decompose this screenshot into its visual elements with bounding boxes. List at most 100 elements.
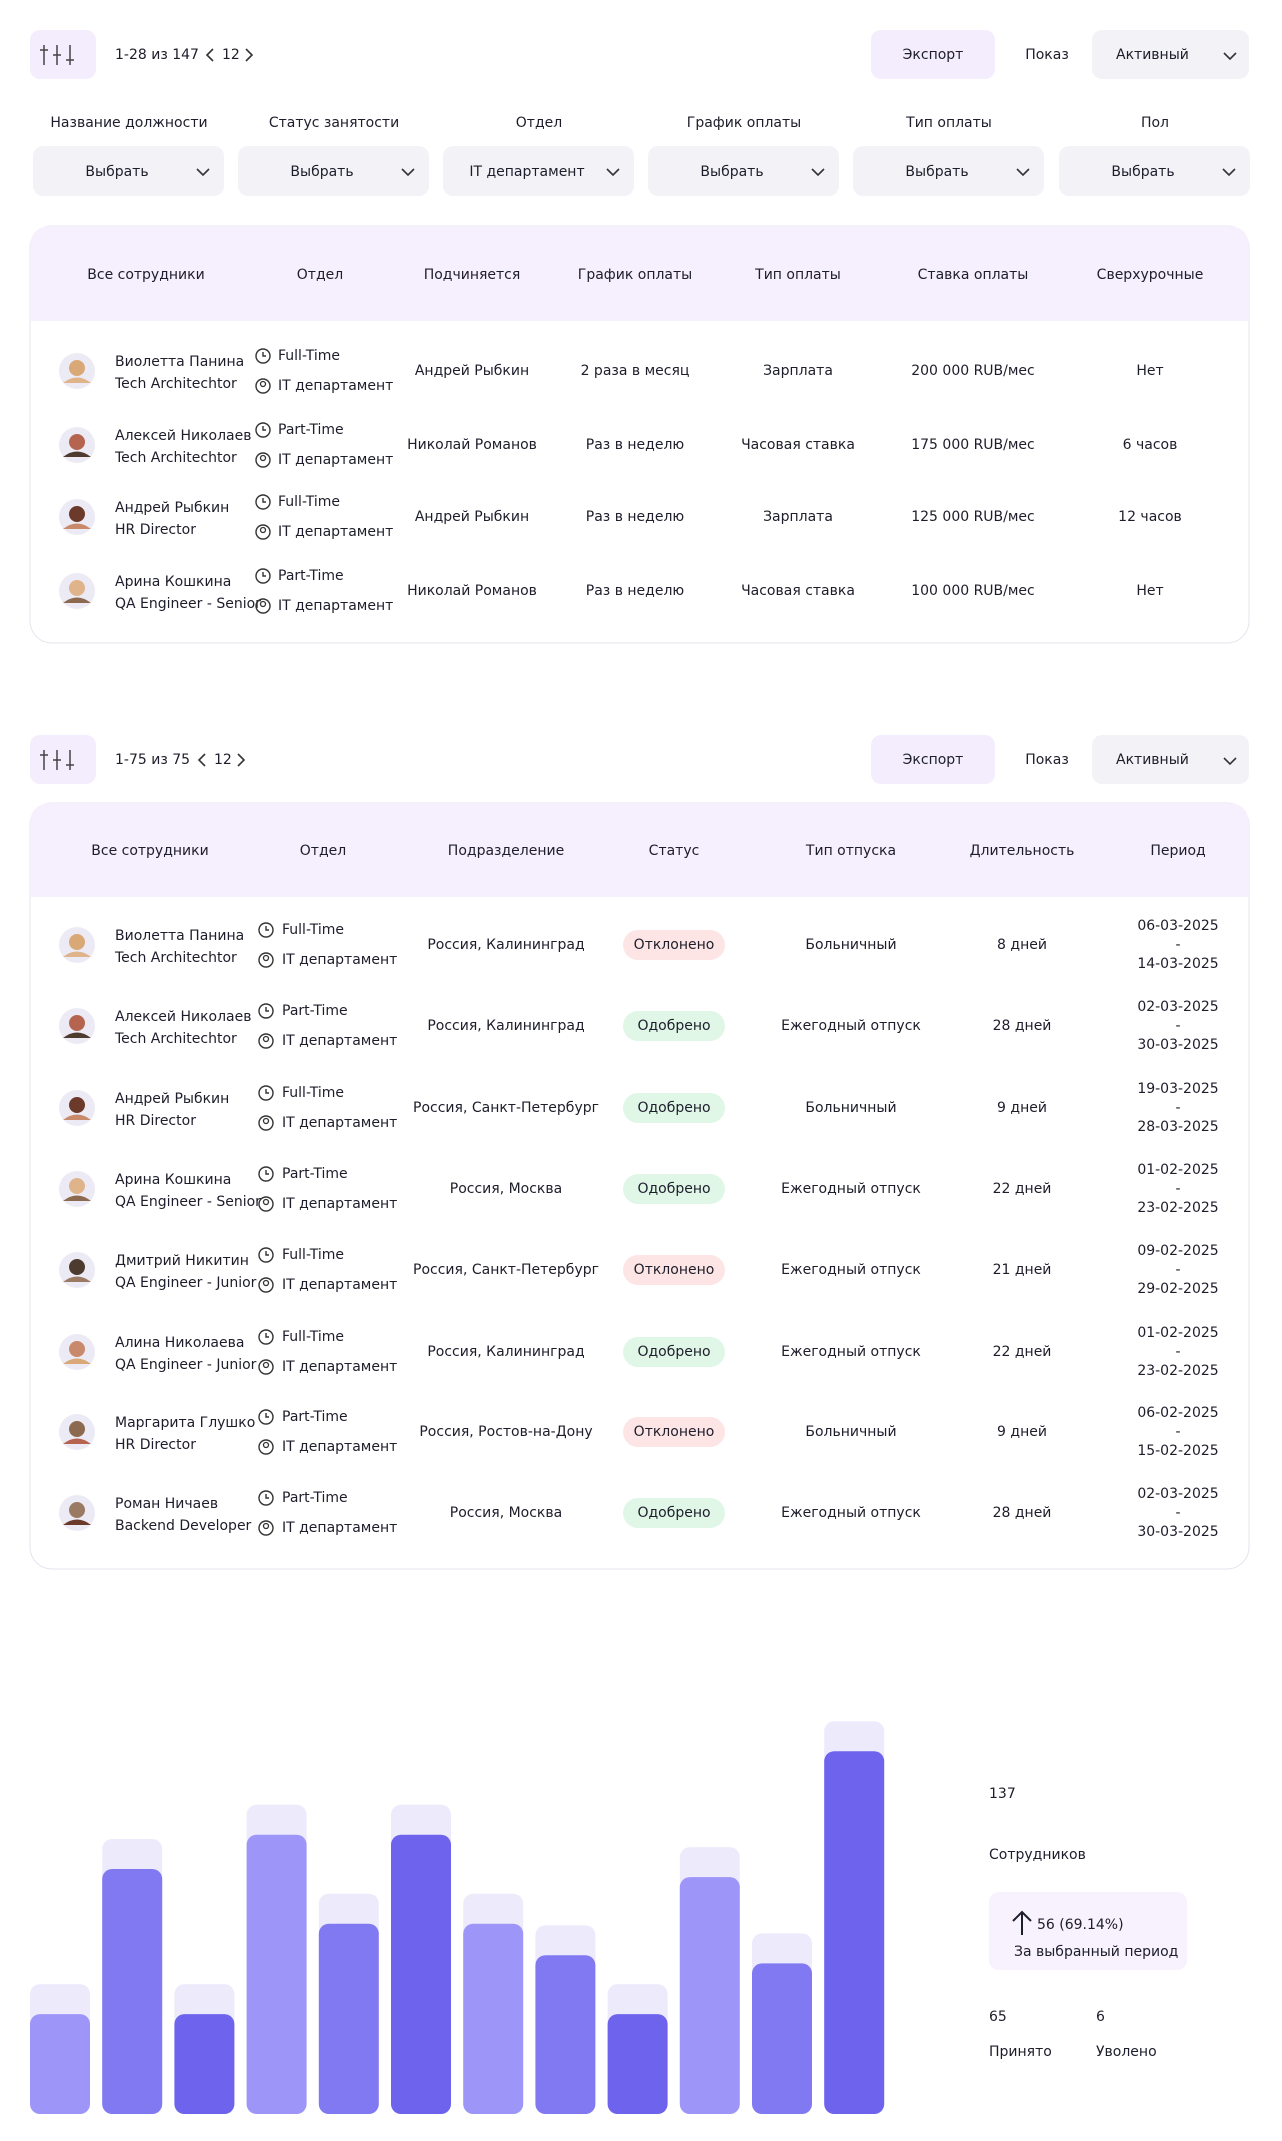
avatar-head: [69, 1421, 85, 1437]
employment-type: Part-Time: [282, 1490, 348, 1506]
bar: [679, 1877, 740, 2114]
duration: 22 дней: [993, 1344, 1052, 1360]
avatar-head: [69, 434, 85, 450]
user-icon: [258, 1277, 274, 1293]
filter-dropdown[interactable]: [648, 146, 839, 196]
pagination-range: 1-75 из 75: [115, 752, 190, 768]
period-line: 15-02-2025: [1137, 1443, 1218, 1459]
user-icon-head: [262, 954, 270, 962]
filter-dropdown[interactable]: [1059, 146, 1250, 196]
avatar-body: [63, 1195, 91, 1201]
period-line: -: [1175, 1262, 1180, 1278]
status-text: Одобрено: [637, 1505, 710, 1521]
filter-label: Название должности: [50, 115, 207, 131]
user-icon: [258, 1115, 274, 1131]
bar: [535, 1955, 596, 2114]
page-number: 12: [222, 47, 240, 63]
filter-dropdown[interactable]: [33, 146, 224, 196]
filter-dropdown[interactable]: [443, 146, 634, 196]
table-cell: 2 раза в месяц: [581, 363, 690, 379]
clock-icon: [258, 1166, 274, 1182]
duration: 22 дней: [993, 1181, 1052, 1197]
table-header-bg: [30, 226, 1249, 321]
chevron-icon: [197, 753, 206, 767]
clock-icon: [258, 1003, 274, 1019]
status-dropdown[interactable]: [1092, 735, 1249, 784]
filter-dropdown[interactable]: [853, 146, 1044, 196]
filter-button[interactable]: [30, 735, 96, 784]
table-cell: 125 000 RUB/мес: [911, 509, 1035, 525]
status-pill: [623, 1011, 725, 1041]
export-button[interactable]: [871, 735, 995, 784]
employee-role: QA Engineer - Junior: [115, 1357, 257, 1373]
employment-type: Part-Time: [278, 422, 344, 438]
avatar-body: [63, 523, 91, 529]
status-pill: [623, 1174, 725, 1204]
leave-type: Ежегодный отпуск: [781, 1344, 921, 1360]
filter-button[interactable]: [30, 30, 96, 79]
user-icon: [255, 452, 271, 468]
employee-role: HR Director: [115, 522, 196, 538]
filter-value: Выбрать: [1111, 164, 1174, 180]
bar: [607, 2014, 668, 2114]
filter-value: Выбрать: [700, 164, 763, 180]
table-cell: Раз в неделю: [586, 583, 685, 599]
show-label[interactable]: Показ: [1025, 752, 1069, 768]
clock-hands: [262, 572, 266, 577]
fired-count: 6: [1096, 2009, 1105, 2025]
avatar-head: [69, 1097, 85, 1113]
filter-value: Выбрать: [290, 164, 353, 180]
table-cell: Раз в неделю: [586, 437, 685, 453]
clock-hands: [265, 1170, 269, 1175]
status-text: Отклонено: [634, 937, 715, 953]
employee-name: Виолетта Панина: [115, 354, 244, 370]
clock-hands: [265, 1413, 269, 1418]
employment-type: Part-Time: [282, 1166, 348, 1182]
export-button[interactable]: [871, 30, 995, 79]
filter-dropdown[interactable]: [238, 146, 429, 196]
clock-hands: [265, 1007, 269, 1012]
column-header: Подчиняется: [424, 267, 521, 283]
table-cell: 6 часов: [1123, 437, 1178, 453]
division: Россия, Калининград: [427, 1344, 584, 1360]
division: Россия, Ростов-на-Дону: [419, 1424, 592, 1440]
employment-type: Full-Time: [278, 348, 340, 364]
employment-type: Full-Time: [282, 1085, 344, 1101]
column-header: Статус: [649, 843, 700, 859]
column-header: Сверхурочные: [1097, 267, 1204, 283]
period-line: -: [1175, 1344, 1180, 1360]
export-label: Экспорт: [903, 47, 964, 63]
status-text: Одобрено: [637, 1344, 710, 1360]
department: IT департамент: [282, 1439, 397, 1455]
table-header-bg: [30, 803, 1249, 897]
division: Россия, Санкт-Петербург: [413, 1100, 599, 1116]
table-cell: Нет: [1136, 583, 1163, 599]
clock-hands: [265, 926, 269, 931]
department: IT департамент: [278, 598, 393, 614]
employee-role: QA Engineer - Senior: [115, 596, 261, 612]
duration: 9 дней: [997, 1424, 1047, 1440]
chevron-icon: [401, 168, 415, 177]
filter-value: Выбрать: [85, 164, 148, 180]
status-pill: [623, 1255, 725, 1285]
table-cell: Зарплата: [763, 509, 833, 525]
avatar-head: [69, 1259, 85, 1275]
leave-type: Больничный: [805, 937, 896, 953]
status-dropdown[interactable]: [1092, 30, 1249, 79]
user-icon: [258, 1033, 274, 1049]
avatar-head: [69, 580, 85, 596]
period-line: 23-02-2025: [1137, 1363, 1218, 1379]
user-icon: [255, 598, 271, 614]
avatar-body: [63, 1358, 91, 1364]
leave-type: Больничный: [805, 1424, 896, 1440]
bar: [246, 1834, 307, 2114]
period-line: -: [1175, 1505, 1180, 1521]
duration: 8 дней: [997, 937, 1047, 953]
avatar-head: [69, 934, 85, 950]
column-header: Все сотрудники: [91, 843, 208, 859]
show-label[interactable]: Показ: [1025, 47, 1069, 63]
export-label: Экспорт: [903, 752, 964, 768]
column-header: Длительность: [970, 843, 1075, 859]
employment-type: Part-Time: [278, 568, 344, 584]
